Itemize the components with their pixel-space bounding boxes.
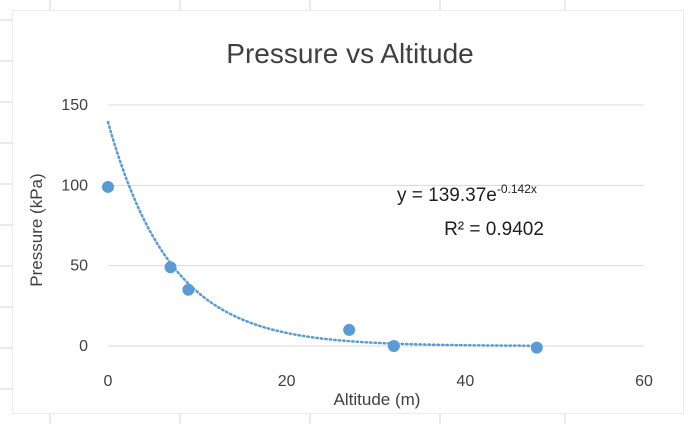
- trendline-equation-exponent: -0.142x: [497, 182, 537, 196]
- x-tick-label: 40: [456, 373, 474, 390]
- x-tick-label: 0: [104, 373, 113, 390]
- data-point: [387, 340, 400, 352]
- gridlines: [108, 104, 644, 347]
- data-points: [102, 180, 543, 354]
- x-axis-title: Altitude (m): [334, 390, 421, 409]
- chart-frame: [12, 10, 684, 414]
- trendline: [106, 120, 539, 347]
- data-point: [182, 283, 195, 296]
- y-axis-title: Pressure (kPa): [27, 173, 46, 286]
- trendline-r-squared: R² = 0.9402: [444, 219, 544, 240]
- x-tick-label: 20: [278, 373, 296, 390]
- y-axis-ticks: 0 50 100 150: [61, 97, 88, 355]
- trendline-equation-base: y = 139.37e: [397, 185, 497, 206]
- data-point: [530, 341, 543, 354]
- y-tick-label: 150: [61, 97, 88, 114]
- data-point: [164, 261, 177, 274]
- y-tick-label: 100: [61, 177, 88, 194]
- data-point: [102, 180, 114, 193]
- y-tick-label: 0: [79, 338, 88, 355]
- y-tick-label: 50: [70, 258, 88, 275]
- x-tick-label: 60: [635, 373, 653, 390]
- trendline-equation: y = 139.37e-0.142x: [397, 182, 537, 206]
- x-axis-ticks: 0 20 40 60: [104, 373, 653, 390]
- chart-area[interactable]: Pressure vs Altitude 0 50 100 150 0 20 40 60 A…: [12, 10, 684, 414]
- chart-title: Pressure vs Altitude: [226, 38, 473, 69]
- data-point: [343, 323, 356, 336]
- chart-svg: Pressure vs Altitude 0 50 100 150 0 20 40 60 A…: [12, 10, 684, 414]
